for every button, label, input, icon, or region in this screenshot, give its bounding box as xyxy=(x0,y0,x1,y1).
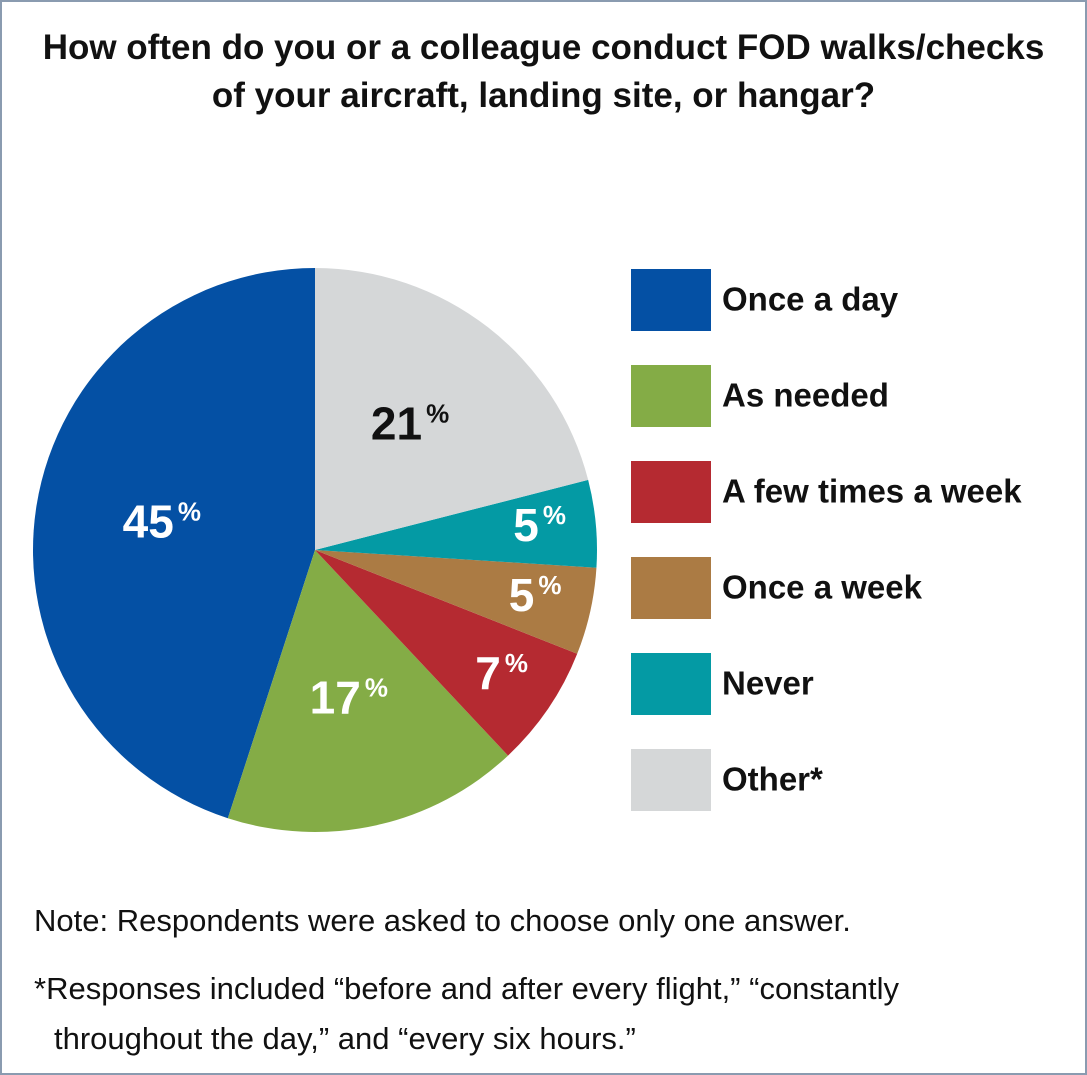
legend-label: Other* xyxy=(722,761,823,798)
value-label: 5% xyxy=(509,569,562,621)
pie-slice xyxy=(315,550,578,756)
legend-swatch xyxy=(631,557,711,619)
pie-slice xyxy=(33,268,316,819)
legend-swatch xyxy=(631,653,711,715)
footnote: *Responses included “before and after ev… xyxy=(34,971,900,1056)
value-label: 7% xyxy=(475,647,528,699)
legend-swatch xyxy=(631,269,711,331)
chart-title: How often do you or a colleague conduct … xyxy=(42,28,1045,115)
legend-label: Never xyxy=(722,665,814,702)
value-label: 21% xyxy=(371,398,449,450)
value-label: 45% xyxy=(123,496,201,548)
pie-slice xyxy=(315,479,597,568)
value-label: 17% xyxy=(310,672,388,724)
legend-label: Once a day xyxy=(722,281,899,318)
pie-slice xyxy=(315,268,589,550)
pie-slice xyxy=(227,550,509,832)
legend-swatch xyxy=(631,365,711,427)
note: Note: Respondents were asked to choose o… xyxy=(34,903,851,938)
pie-slice xyxy=(315,550,597,654)
value-label: 5% xyxy=(513,499,566,551)
legend-label: Once a week xyxy=(722,569,923,606)
legend-swatch xyxy=(631,461,711,523)
legend-swatch xyxy=(631,749,711,811)
legend-label: As needed xyxy=(722,377,889,414)
legend-label: A few times a week xyxy=(722,473,1022,510)
